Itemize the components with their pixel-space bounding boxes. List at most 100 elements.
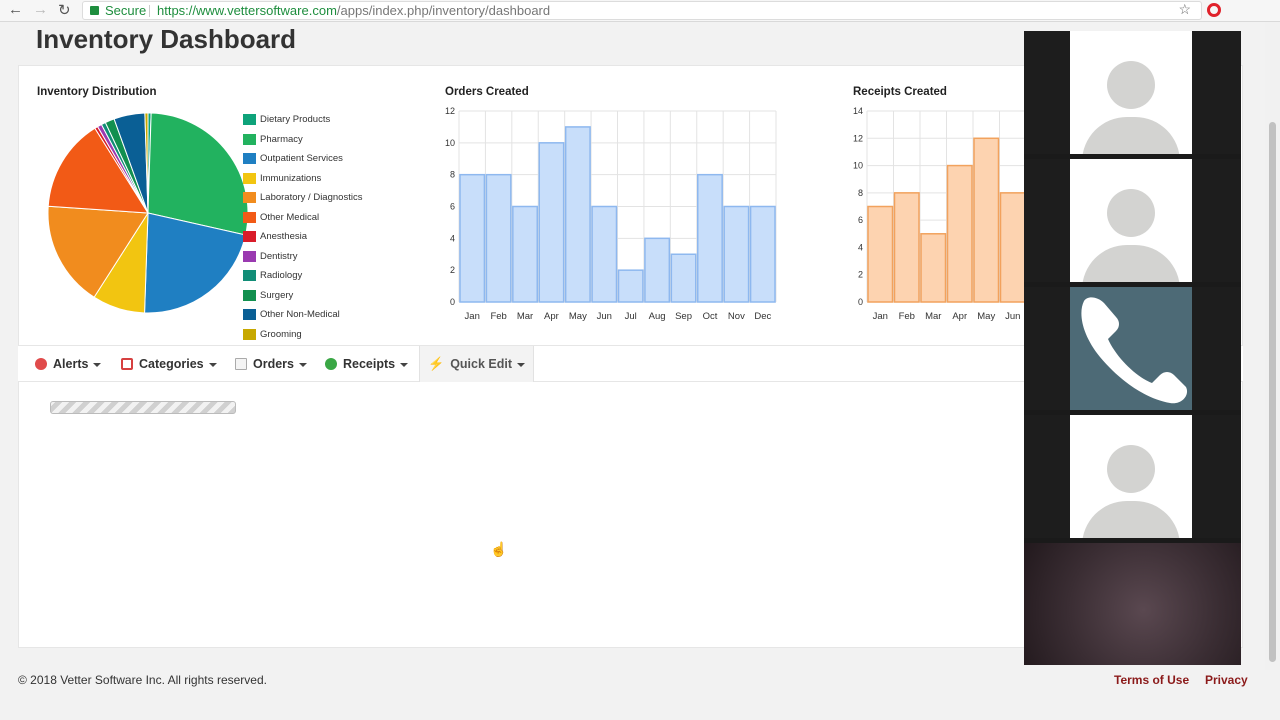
opera-icon[interactable] bbox=[1207, 3, 1221, 17]
receipts-menu-button[interactable]: Receipts bbox=[325, 346, 409, 382]
participant-tile[interactable] bbox=[1024, 415, 1241, 538]
privacy-link[interactable]: Privacy bbox=[1205, 673, 1248, 687]
bar-may[interactable] bbox=[564, 126, 591, 303]
orders-chart-title: Orders Created bbox=[445, 86, 529, 98]
legend-item[interactable]: Other Non-Medical bbox=[243, 305, 362, 325]
pie-slice-grooming[interactable] bbox=[144, 112, 149, 214]
pie-slice-outpatient-services[interactable] bbox=[144, 212, 247, 314]
bar-jun[interactable] bbox=[999, 192, 1026, 303]
x-tick-label: Nov bbox=[728, 311, 745, 322]
x-tick-label: Apr bbox=[544, 311, 559, 322]
legend-label: Immunizations bbox=[260, 172, 322, 184]
legend-item[interactable]: Anesthesia bbox=[243, 227, 362, 247]
bar-dec[interactable] bbox=[749, 205, 776, 303]
bar-feb[interactable] bbox=[485, 173, 512, 303]
quick-edit-label: Quick Edit bbox=[450, 357, 513, 371]
dashboard-toolbar: Alerts Categories Orders Receipts ⚡ Quick… bbox=[18, 345, 1243, 382]
video-call-strip bbox=[1024, 31, 1241, 665]
receipts-bar-chart[interactable]: 0 2 4 6 8 10 12 14 Jan Feb Mar Apr May Jun bbox=[835, 102, 1025, 327]
legend-label: Dietary Products bbox=[260, 114, 331, 126]
legend-item[interactable]: Immunizations bbox=[243, 169, 362, 189]
categories-menu-button[interactable]: Categories bbox=[121, 346, 217, 382]
x-tick-label: Sep bbox=[675, 311, 692, 322]
chevron-down-icon bbox=[93, 362, 102, 367]
categories-label: Categories bbox=[139, 357, 204, 371]
y-tick-label: 2 bbox=[450, 265, 455, 275]
hand-cursor-icon: ☝ bbox=[490, 541, 508, 557]
x-tick-label: Oct bbox=[703, 311, 718, 322]
page-scrollbar[interactable] bbox=[1265, 22, 1280, 670]
footer-copyright: © 2018 Vetter Software Inc. All rights r… bbox=[18, 673, 267, 687]
pie-slice-laboratory-diagnostics[interactable] bbox=[47, 205, 149, 298]
document-icon bbox=[235, 358, 247, 370]
orders-bar-chart[interactable]: 0 2 4 6 8 10 12 Jan Feb Mar Apr May Jun Jul Aug Sep Oct N… bbox=[425, 102, 785, 327]
legend-label: Dentistry bbox=[260, 250, 298, 262]
bar-may[interactable] bbox=[973, 137, 1000, 303]
chevron-down-icon bbox=[400, 362, 409, 367]
bar-jun[interactable] bbox=[591, 205, 618, 303]
y-tick-label: 12 bbox=[853, 133, 863, 143]
back-arrow-icon[interactable]: ← bbox=[8, 1, 23, 18]
y-tick-label: 12 bbox=[445, 106, 455, 116]
bar-feb[interactable] bbox=[893, 192, 920, 303]
chevron-down-icon bbox=[208, 362, 217, 367]
legend-label: Grooming bbox=[260, 328, 302, 340]
bar-apr[interactable] bbox=[946, 164, 973, 303]
avatar-placeholder-icon bbox=[1070, 31, 1192, 154]
legend-item[interactable]: Dentistry bbox=[243, 247, 362, 267]
pie-chart-title: Inventory Distribution bbox=[37, 86, 157, 98]
legend-item[interactable]: Laboratory / Diagnostics bbox=[243, 188, 362, 208]
x-tick-label: Jan bbox=[465, 311, 480, 322]
lock-icon bbox=[90, 6, 99, 15]
legend-item[interactable]: Dietary Products bbox=[243, 110, 362, 130]
legend-item[interactable]: Outpatient Services bbox=[243, 149, 362, 169]
quick-edit-menu-button[interactable]: ⚡ Quick Edit bbox=[419, 346, 535, 382]
reload-icon[interactable]: ↻ bbox=[58, 2, 71, 19]
legend-item[interactable]: Grooming bbox=[243, 325, 362, 345]
address-bar[interactable]: Secure https://www.vettersoftware.com/ap… bbox=[82, 1, 1202, 20]
bar-mar[interactable] bbox=[512, 205, 539, 303]
y-tick-label: 4 bbox=[858, 242, 863, 252]
star-icon[interactable]: ☆ bbox=[1178, 1, 1191, 17]
url-path: /apps/index.php/inventory/dashboard bbox=[336, 3, 551, 18]
bar-jan[interactable] bbox=[867, 205, 894, 303]
legend-label: Radiology bbox=[260, 270, 303, 282]
legend-label: Other Non-Medical bbox=[260, 309, 340, 321]
bar-jan[interactable] bbox=[459, 173, 486, 303]
legend-item[interactable]: Other Medical bbox=[243, 208, 362, 228]
legend-item[interactable]: Pharmacy bbox=[243, 130, 362, 150]
participant-tile[interactable] bbox=[1024, 31, 1241, 154]
alerts-label: Alerts bbox=[53, 357, 89, 371]
legend-item[interactable]: Radiology bbox=[243, 266, 362, 286]
legend-item[interactable]: Surgery bbox=[243, 286, 362, 306]
scrollbar-thumb[interactable] bbox=[1269, 122, 1276, 662]
chevron-down-icon bbox=[299, 362, 307, 367]
self-video-tile[interactable] bbox=[1024, 543, 1241, 665]
avatar-placeholder-icon bbox=[1070, 159, 1192, 282]
y-tick-label: 8 bbox=[858, 188, 863, 198]
legend-swatch bbox=[243, 328, 256, 340]
pie-slice-other-medical[interactable] bbox=[47, 127, 149, 214]
forward-arrow-icon[interactable]: → bbox=[33, 1, 48, 18]
bar-apr[interactable] bbox=[538, 142, 565, 303]
url-host: https://www.vettersoftware.com bbox=[157, 3, 337, 18]
inventory-pie-chart[interactable] bbox=[40, 105, 250, 320]
page-title: Inventory Dashboard bbox=[36, 24, 297, 54]
participant-tile[interactable] bbox=[1024, 159, 1241, 282]
bar-aug[interactable] bbox=[644, 237, 671, 303]
receipts-chart-title: Receipts Created bbox=[853, 86, 947, 98]
x-tick-label: May bbox=[569, 311, 587, 322]
bar-oct[interactable] bbox=[697, 173, 723, 303]
y-tick-label: 10 bbox=[853, 161, 863, 171]
receipts-label: Receipts bbox=[343, 357, 396, 371]
bar-jul[interactable] bbox=[617, 269, 644, 303]
bar-nov[interactable] bbox=[723, 205, 750, 303]
alerts-menu-button[interactable]: Alerts bbox=[35, 346, 102, 382]
bar-mar[interactable] bbox=[920, 233, 947, 303]
terms-of-use-link[interactable]: Terms of Use bbox=[1114, 673, 1190, 687]
clipboard-icon bbox=[121, 358, 133, 370]
phone-call-tile[interactable] bbox=[1024, 287, 1241, 410]
orders-menu-button[interactable]: Orders bbox=[235, 346, 307, 382]
bar-sep[interactable] bbox=[670, 253, 697, 303]
x-tick-label: Feb bbox=[490, 311, 506, 322]
